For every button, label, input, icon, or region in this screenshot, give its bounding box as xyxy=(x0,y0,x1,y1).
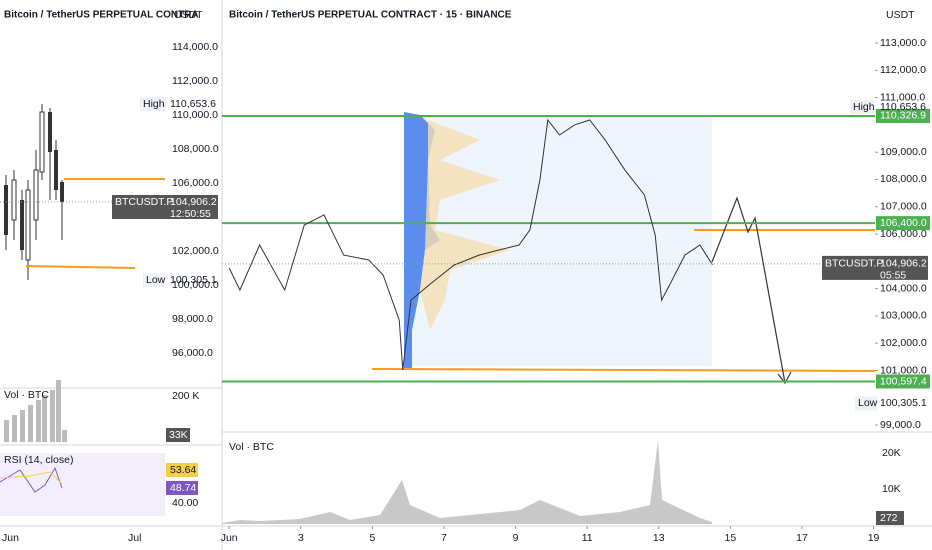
left-title: Bitcoin / TetherUS PERPETUAL CONTRA xyxy=(4,10,199,21)
level-label: 100,597.4 xyxy=(880,375,927,387)
left-high-label: High xyxy=(143,98,165,110)
x-tick-label: 17 xyxy=(796,532,808,544)
left-volume-tick: 200 K xyxy=(172,390,199,402)
left-last-price: 104,906.2 xyxy=(170,196,217,208)
y-tick-label: 102,000.0 xyxy=(880,337,927,349)
x-tick-label: 9 xyxy=(513,532,519,544)
rsi-title: RSI (14, close) xyxy=(4,454,73,466)
level-box xyxy=(876,108,930,123)
y-tick-label: 111,000.0 xyxy=(880,91,925,103)
low-label-bg xyxy=(143,273,165,287)
x-tick-label: Jun xyxy=(221,532,238,544)
left-y-tick-label: 100,000.0 xyxy=(172,279,219,291)
rsi-line xyxy=(0,466,63,493)
x-tick-label: 3 xyxy=(298,532,304,544)
high-label-bg xyxy=(140,97,166,111)
chart-title: Bitcoin / TetherUS PERPETUAL CONTRACT · … xyxy=(229,10,512,21)
left-currency: USDT xyxy=(174,9,203,21)
volume-tick: 10K xyxy=(882,483,901,495)
volume-tick: 20K xyxy=(882,447,901,459)
y-tick-label: 109,000.0 xyxy=(880,146,927,158)
orange-level xyxy=(371,368,876,372)
left-low-label: Low xyxy=(146,274,166,286)
rsi-box xyxy=(166,481,198,495)
volume-title: Vol · BTC xyxy=(229,441,274,453)
x-tick-label: 5 xyxy=(369,532,375,544)
left-y-tick-label: 114,000.0 xyxy=(172,41,218,53)
left-low-price: 100,305.1 xyxy=(170,274,217,286)
volume-profile xyxy=(420,120,510,330)
y-tick-label: 103,000.0 xyxy=(880,310,927,322)
left-volume-bars xyxy=(4,380,67,442)
main-chart: 113,000.0 112,000.0 111,000.0 109,000.0 108,… xyxy=(221,37,930,544)
rsi-tick: 40.00 xyxy=(172,497,198,509)
volume-profile xyxy=(404,112,440,368)
left-y-axis: 114,000.0 112,000.0 110,000.0 108,000.0 106,… xyxy=(172,41,219,359)
low-label-bg xyxy=(855,396,877,411)
y-tick-label: 113,000.0 xyxy=(880,37,926,49)
high-label-bg xyxy=(850,100,874,115)
rsi-ma-line xyxy=(0,471,63,485)
level-label: 106,400.0 xyxy=(880,217,927,229)
volume-last: 272 xyxy=(880,512,898,524)
x-tick-label: 13 xyxy=(653,532,665,544)
projection-arrow xyxy=(711,196,792,385)
volume-box xyxy=(876,511,904,525)
level-box xyxy=(876,216,930,231)
last-price: 104,906.2 xyxy=(880,258,927,270)
y-tick-label: 104,000.0 xyxy=(880,282,927,294)
left-y-tick-label: 108,000.0 xyxy=(172,143,219,155)
y-tick-label: 101,000.0 xyxy=(880,364,927,376)
left-last-symbol: BTCUSDT.P xyxy=(115,196,173,208)
price-line xyxy=(228,118,713,370)
last-price-box xyxy=(822,255,928,280)
left-candles xyxy=(0,104,165,280)
y-tick-label: 108,000.0 xyxy=(880,173,927,185)
x-tick-label: 15 xyxy=(725,532,737,544)
volume-box xyxy=(166,428,190,442)
left-y-tick-label: 106,000.0 xyxy=(172,177,219,189)
left-volume-last: 33K xyxy=(169,429,188,441)
high-label: High xyxy=(853,101,875,113)
rsi-band xyxy=(0,453,165,516)
rsi-box xyxy=(166,463,198,477)
left-y-tick-label: 102,000.0 xyxy=(172,245,219,257)
left-x-tick: Jul xyxy=(128,532,141,544)
left-y-tick-label: 110,000.0 xyxy=(172,109,218,121)
last-symbol: BTCUSDT.P xyxy=(825,258,883,270)
y-tick-label: 99,000.0 xyxy=(880,419,921,431)
y-tick-label: 112,000.0 xyxy=(880,64,926,76)
y-tick-label: 106,000.0 xyxy=(880,228,927,240)
countdown: 05:55 xyxy=(880,270,906,282)
x-tick-label: 19 xyxy=(868,532,880,544)
level-box xyxy=(876,374,930,389)
x-tick-label: 11 xyxy=(582,532,593,544)
volume-bars xyxy=(222,440,712,524)
left-x-tick: Jun xyxy=(2,532,19,544)
y-tick-label: 107,000.0 xyxy=(880,201,927,213)
currency: USDT xyxy=(886,9,915,21)
last-price-box xyxy=(112,195,218,219)
low-label: Low xyxy=(858,397,878,409)
left-y-tick-label: 98,000.0 xyxy=(172,313,213,325)
level-label: 110,326.9 xyxy=(880,110,926,122)
left-high-price: 110,653.6 xyxy=(170,98,216,110)
rsi-value: 48.74 xyxy=(170,482,196,494)
rsi-value: 53.64 xyxy=(170,464,196,476)
high-price: 110,653.6 xyxy=(880,101,926,113)
left-countdown: 12:50:55 xyxy=(170,208,211,220)
low-price: 100,305.1 xyxy=(880,397,927,409)
left-y-tick-label: 112,000.0 xyxy=(172,75,218,87)
x-tick-label: 7 xyxy=(441,532,447,544)
left-volume-title: Vol · BTC xyxy=(4,389,49,401)
left-y-tick-label: 96,000.0 xyxy=(172,347,213,359)
